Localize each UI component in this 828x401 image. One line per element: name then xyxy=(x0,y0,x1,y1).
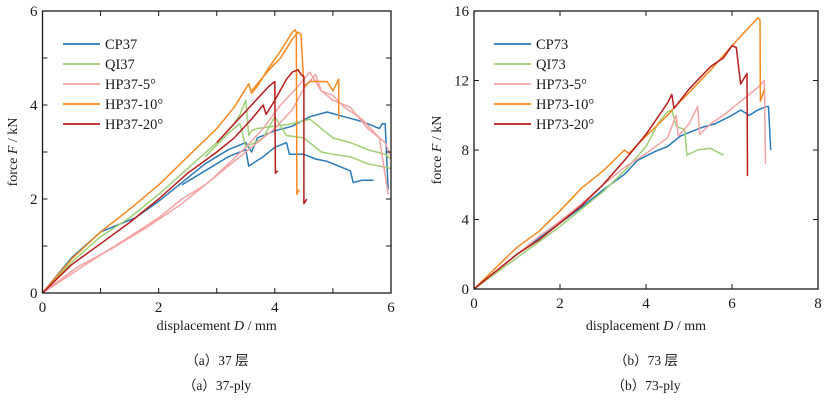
y-tick-label: 2 xyxy=(30,192,38,208)
y-axis-label: force F / kN xyxy=(430,116,445,185)
series-line-hp37-10deg xyxy=(41,29,300,294)
y-tick-label: 0 xyxy=(462,282,470,298)
legend-label: CP37 xyxy=(105,37,137,53)
y-axis-label: force F / kN xyxy=(6,118,21,187)
x-tick-label: 4 xyxy=(642,296,650,312)
series-line-cp73 xyxy=(473,105,772,290)
series-line-hp73-5deg xyxy=(473,79,767,290)
series-group xyxy=(473,17,772,290)
y-tick-label: 4 xyxy=(30,98,38,114)
y-tick-label: 16 xyxy=(454,4,470,20)
series-line-qi37-b xyxy=(204,116,392,170)
series-line-hp37-20deg-b xyxy=(216,80,279,174)
y-tick-label: 8 xyxy=(462,143,470,159)
legend-label: HP73-5° xyxy=(536,77,587,93)
x-tick-label: 6 xyxy=(728,296,736,312)
x-tick-label: 0 xyxy=(470,296,478,312)
legend-label: QI37 xyxy=(105,57,135,73)
y-tick-label: 4 xyxy=(462,213,470,229)
legend-label: HP37-10° xyxy=(105,97,163,113)
y-tick-label: 0 xyxy=(30,286,38,302)
x-tick-label: 4 xyxy=(271,300,279,316)
x-tick-label: 8 xyxy=(814,296,822,312)
caption-left-cn: （a）37 层 xyxy=(185,353,249,368)
legend: CP37 QI37 HP37-5° HP37-10° HP37-20° xyxy=(63,37,163,133)
series-line-hp37-5deg xyxy=(42,71,392,294)
series-line-hp37-5deg-b xyxy=(42,73,389,294)
y-tick-label: 12 xyxy=(454,74,469,90)
x-tick-label: 2 xyxy=(556,296,564,312)
chart-37-ply: 0 2 4 6 0 2 4 6 displacement D / mm force F / kN C… xyxy=(6,4,395,334)
legend-label: CP73 xyxy=(536,37,568,53)
series-line-qi37 xyxy=(41,99,392,294)
caption-right-en: （b）73-ply xyxy=(611,378,681,393)
series-line-hp73-20deg xyxy=(473,45,749,290)
caption-right-cn: （b）73 层 xyxy=(613,353,679,368)
series-group xyxy=(41,29,392,294)
legend-label: HP37-5° xyxy=(105,77,156,93)
legend-label: QI73 xyxy=(536,57,566,73)
y-tick-label: 6 xyxy=(30,4,38,20)
series-line-hp73-10deg xyxy=(473,17,766,290)
chart-73-ply: 0 2 4 6 8 0 4 8 12 16 displacement D / mm force F /… xyxy=(430,4,822,334)
series-line-qi73 xyxy=(473,109,724,290)
x-axis-label: displacement D / mm xyxy=(586,319,706,334)
x-tick-label: 2 xyxy=(155,300,163,316)
legend: CP73 QI73 HP73-5° HP73-10° HP73-20° xyxy=(494,37,594,133)
series-line-hp37-10deg-b xyxy=(251,31,340,120)
series-line-hp37-20deg xyxy=(41,69,308,294)
caption-left-en: （a）37-ply xyxy=(182,378,252,393)
legend-label: HP73-20° xyxy=(536,117,594,133)
legend-label: HP37-20° xyxy=(105,117,163,133)
x-tick-label: 6 xyxy=(387,300,395,316)
x-axis-label: displacement D / mm xyxy=(157,319,277,334)
legend-label: HP73-10° xyxy=(536,97,594,113)
x-tick-label: 0 xyxy=(39,300,47,316)
